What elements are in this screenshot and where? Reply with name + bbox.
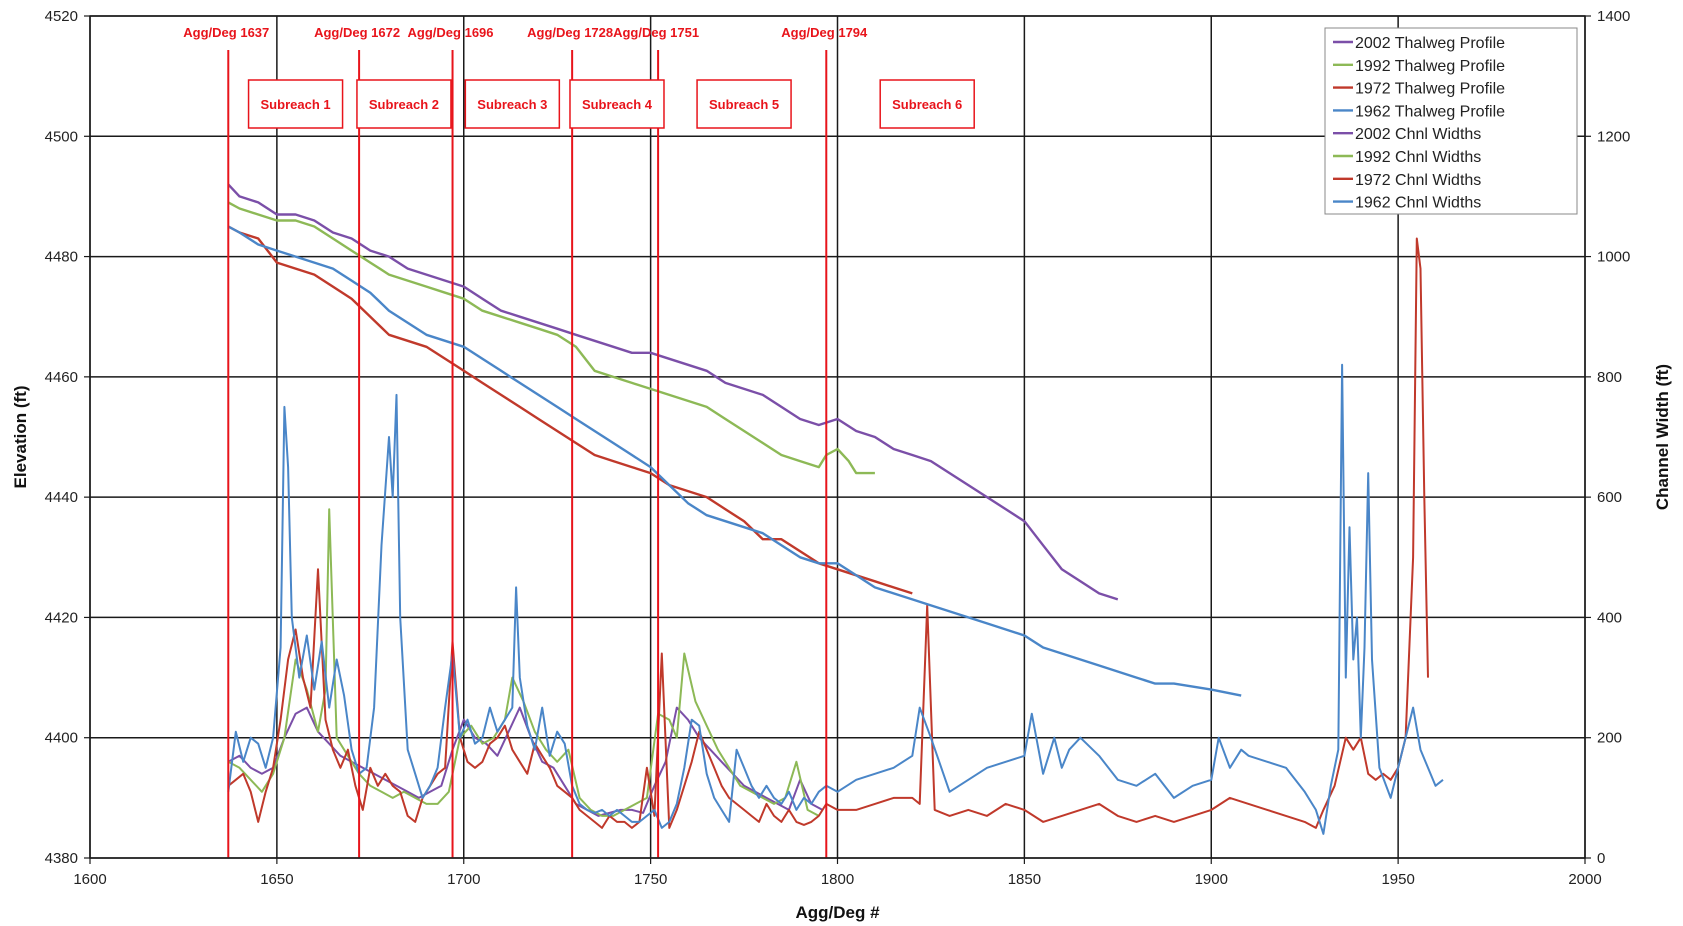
- y-tick-label: 4460: [45, 369, 78, 386]
- agg-deg-label: Agg/Deg 1672: [314, 25, 400, 40]
- legend: 2002 Thalweg Profile 1992 Thalweg Profile…: [1324, 27, 1578, 215]
- legend-entry: 1992 Chnl Widths: [1355, 149, 1481, 166]
- y2-tick-label: 600: [1597, 489, 1622, 506]
- series-line-1962-thalweg-profile: [227, 225, 1242, 697]
- subreach-box: [356, 79, 452, 129]
- subreach-label: Subreach 4: [582, 97, 653, 112]
- x-tick-label: 1600: [73, 871, 106, 888]
- y2-tick-label: 1400: [1597, 8, 1630, 25]
- y-tick-label: 4520: [45, 8, 78, 25]
- legend-entry: 1972 Thalweg Profile: [1355, 81, 1505, 98]
- annotations: Agg/Deg 1637 Agg/Deg 1672 Agg/Deg 1696 Agg/…: [183, 25, 975, 858]
- axes: 1600 1650 1700 1750 1800 1850 1900 1950 20004380…: [11, 8, 1672, 922]
- subreach-label: Subreach 5: [709, 97, 779, 112]
- x-tick-label: 1900: [1195, 871, 1228, 888]
- x-tick-label: 1650: [260, 871, 293, 888]
- legend-entry: 1992 Thalweg Profile: [1355, 58, 1505, 75]
- subreach-box: [247, 79, 344, 129]
- y2-tick-label: 400: [1597, 609, 1622, 626]
- y2-tick-label: 800: [1597, 369, 1622, 386]
- subreach-box: [569, 79, 665, 129]
- agg-deg-label: Agg/Deg 1794: [781, 25, 868, 40]
- series-line-2002-thalweg-profile: [227, 183, 1119, 601]
- x-axis-title: Agg/Deg #: [795, 903, 880, 922]
- y-tick-label: 4420: [45, 609, 78, 626]
- y-tick-label: 4380: [45, 850, 78, 867]
- legend-entry: 2002 Thalweg Profile: [1355, 35, 1505, 52]
- series-line-1962-chnl-widths: [227, 363, 1444, 835]
- legend-box: [1324, 27, 1578, 215]
- y2-tick-label: 1200: [1597, 128, 1630, 145]
- subreach-label: Subreach 1: [261, 97, 331, 112]
- series-line-1992-thalweg-profile: [227, 201, 875, 475]
- y2-tick-label: 0: [1597, 850, 1605, 867]
- subreach-label: Subreach 3: [477, 97, 547, 112]
- y-tick-label: 4480: [45, 249, 78, 266]
- legend-entry: 2002 Chnl Widths: [1355, 126, 1481, 143]
- series-line-1972-thalweg-profile: [227, 225, 913, 595]
- legend-entry: 1972 Chnl Widths: [1355, 172, 1481, 189]
- channel-width-series: [227, 237, 1444, 835]
- subreach-label: Subreach 2: [369, 97, 439, 112]
- y2-tick-label: 1000: [1597, 249, 1630, 266]
- y2-axis-title: Channel Width (ft): [1653, 364, 1672, 510]
- agg-deg-label: Agg/Deg 1728: [527, 25, 613, 40]
- x-tick-label: 1800: [821, 871, 854, 888]
- y-axis-title: Elevation (ft): [11, 386, 30, 489]
- subreach-box: [879, 79, 975, 129]
- y-tick-label: 4400: [45, 730, 78, 747]
- x-tick-label: 2000: [1568, 871, 1601, 888]
- x-tick-label: 1950: [1381, 871, 1414, 888]
- agg-deg-label: Agg/Deg 1637: [183, 25, 269, 40]
- thalweg-profile-series: [227, 183, 1242, 697]
- y2-tick-label: 200: [1597, 730, 1622, 747]
- agg-deg-label: Agg/Deg 1696: [408, 25, 494, 40]
- y-tick-label: 4500: [45, 128, 78, 145]
- x-tick-label: 1750: [634, 871, 667, 888]
- legend-entry: 1962 Thalweg Profile: [1355, 103, 1505, 120]
- x-tick-label: 1700: [447, 871, 480, 888]
- series-line-2002-chnl-widths: [227, 706, 823, 817]
- agg-deg-label: Agg/Deg 1751: [613, 25, 699, 40]
- subreach-box: [696, 79, 792, 129]
- series-line-1992-chnl-widths: [227, 508, 820, 817]
- y-tick-label: 4440: [45, 489, 78, 506]
- x-tick-label: 1850: [1008, 871, 1041, 888]
- subreach-box: [464, 79, 561, 129]
- series-line-1972-chnl-widths: [227, 237, 1429, 829]
- legend-entry: 1962 Chnl Widths: [1355, 195, 1481, 212]
- subreach-label: Subreach 6: [892, 97, 962, 112]
